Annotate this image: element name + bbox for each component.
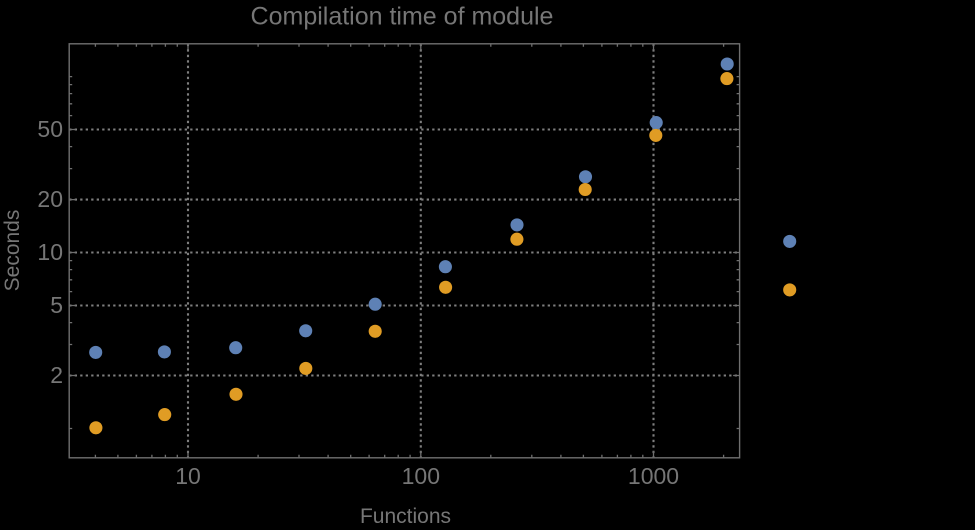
svg-text:Seconds: Seconds: [1, 210, 24, 292]
svg-text:50: 50: [37, 116, 63, 142]
svg-text:1000: 1000: [628, 463, 679, 489]
svg-text:20: 20: [37, 186, 63, 212]
svg-text:5: 5: [50, 292, 63, 318]
svg-text:2: 2: [50, 362, 63, 388]
svg-text:Compilation time of module: Compilation time of module: [251, 3, 554, 31]
svg-text:Functions: Functions: [360, 505, 451, 525]
svg-text:10: 10: [37, 239, 63, 265]
svg-text:10: 10: [175, 463, 201, 489]
svg-text:100: 100: [402, 463, 440, 489]
